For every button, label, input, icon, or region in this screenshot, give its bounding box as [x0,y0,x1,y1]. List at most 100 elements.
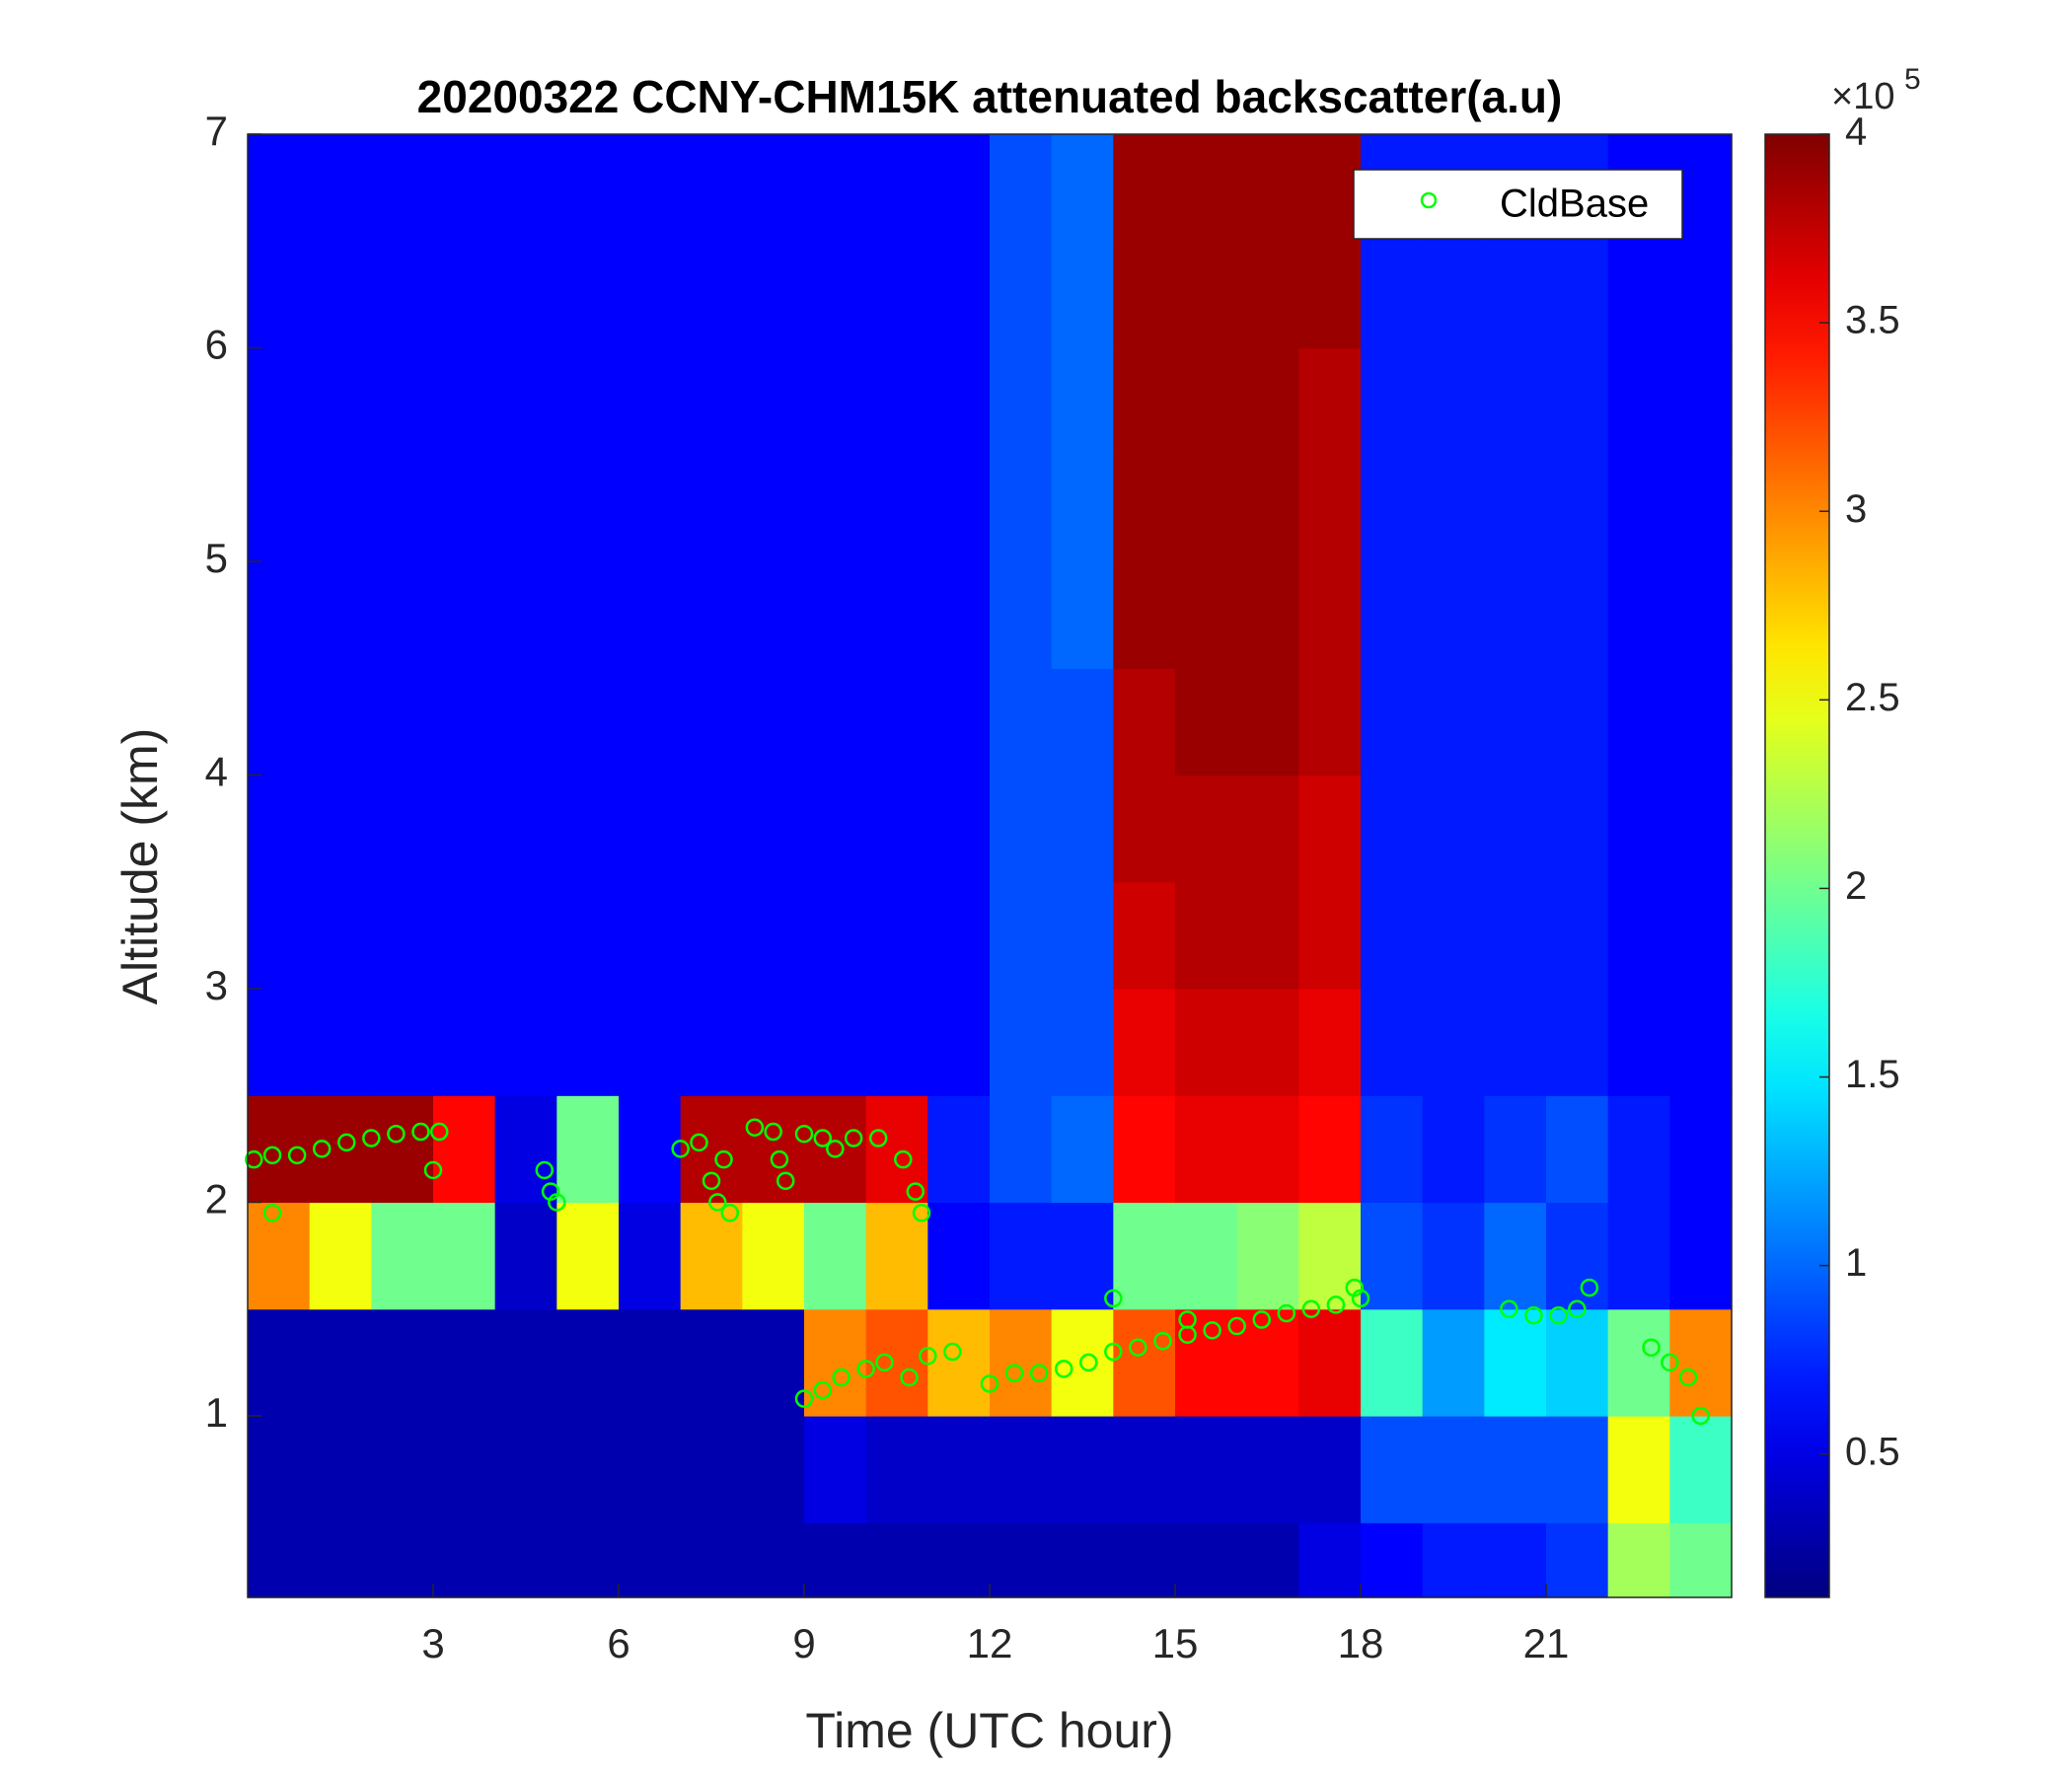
heatmap-cell [1669,560,1733,669]
heatmap-cell [927,241,991,349]
heatmap-cell [1298,134,1362,242]
heatmap-cell [494,134,557,242]
heatmap-cell [990,134,1053,242]
heatmap-cell [1607,1095,1670,1204]
heatmap-cell [742,668,805,777]
heatmap-cell [927,454,991,562]
cloud-base-point [1079,1353,1098,1372]
y-axis-label: Altitude (km) [112,728,168,1005]
heatmap-cell [865,454,928,562]
heatmap-cell [1484,988,1547,1096]
heatmap-cell [619,1522,682,1598]
heatmap-cell [865,1202,928,1310]
heatmap-cell [1298,347,1362,456]
heatmap-cell [804,347,867,456]
cloud-base-point [362,1129,381,1147]
heatmap-cell [990,1415,1053,1523]
heatmap-cell [494,347,557,456]
cloud-base-point [813,1129,833,1147]
colorbar-tick-label: 2.5 [1845,676,1900,719]
cloud-base-point [1252,1310,1271,1329]
heatmap-cell [742,134,805,242]
cloud-base-point [702,1171,721,1191]
heatmap-cell [248,775,311,883]
heatmap-cell [309,560,372,669]
heatmap-cell [1175,241,1238,349]
heatmap-cell [1484,1095,1547,1204]
cloud-base-point [1153,1331,1172,1351]
heatmap-cell [371,241,434,349]
heatmap-cell [1669,988,1733,1096]
heatmap-cell [1484,347,1547,456]
heatmap-cell [556,560,620,669]
heatmap-cell [1422,560,1485,669]
heatmap-cell [680,1308,743,1417]
heatmap-cell [680,988,743,1096]
heatmap-cell [494,1522,557,1598]
heatmap-cell [1484,668,1547,777]
heatmap-cell [990,454,1053,562]
cloud-base-point [387,1124,406,1144]
heatmap-cell [248,347,311,456]
heatmap-cell [371,775,434,883]
colorbar-tick-label: 1 [1845,1241,1867,1285]
heatmap-cell [1236,1202,1299,1310]
heatmap-cell [804,241,867,349]
heatmap-cell [1298,775,1362,883]
heatmap-cell [865,1415,928,1523]
heatmap-cell [1175,881,1238,990]
heatmap-cell [1298,1095,1362,1204]
heatmap-cell [742,560,805,669]
heatmap-cell [1361,1202,1424,1310]
heatmap-cell [1361,454,1424,562]
heatmap-cell [804,1095,867,1204]
heatmap-cell [680,134,743,242]
heatmap-cell [1113,560,1176,669]
heatmap-cell [433,1308,496,1417]
heatmap-cell [865,241,928,349]
heatmap-cell [927,1202,991,1310]
heatmap-cell [742,775,805,883]
heatmap-cell [371,134,434,242]
heatmap-cell [1361,988,1424,1096]
cloud-base-point [1691,1406,1710,1426]
heatmap-cell [1175,775,1238,883]
heatmap-cell [1175,454,1238,562]
heatmap-cell [494,1308,557,1417]
heatmap-cell [1484,241,1547,349]
heatmap-cell [804,560,867,669]
heatmap-cell [1484,1308,1547,1417]
heatmap-cell [1051,454,1114,562]
heatmap-cell [433,668,496,777]
heatmap-cell [1113,668,1176,777]
heatmap-cell [1175,1522,1238,1598]
cloud-base-point [337,1133,356,1152]
heatmap-cell [1546,560,1609,669]
heatmap-cell [309,668,372,777]
cloud-base-point [1277,1303,1296,1323]
heatmap-cell [1669,1415,1733,1523]
heatmap-cell [494,454,557,562]
heatmap-cell [1051,988,1114,1096]
heatmap-cell [248,560,311,669]
heatmap-cell [433,560,496,669]
cloud-base-point [868,1129,888,1147]
heatmap-cell [371,1522,434,1598]
cloud-base-point [671,1140,690,1158]
heatmap-cell [804,454,867,562]
heatmap-cell [1669,454,1733,562]
heatmap-cell [619,560,682,669]
heatmap-cell [804,988,867,1096]
heatmap-cell [1422,347,1485,456]
heatmap-cell [1361,1415,1424,1523]
heatmap-cell [1298,1202,1362,1310]
heatmap-cell [619,775,682,883]
heatmap-cell [494,1415,557,1523]
heatmap-cell [865,775,928,883]
heatmap-cell [742,347,805,456]
heatmap-cell [371,1415,434,1523]
cloud-base-point [875,1353,894,1372]
heatmap-cell [865,347,928,456]
heatmap-cell [1607,881,1670,990]
heatmap-cell [1607,775,1670,883]
